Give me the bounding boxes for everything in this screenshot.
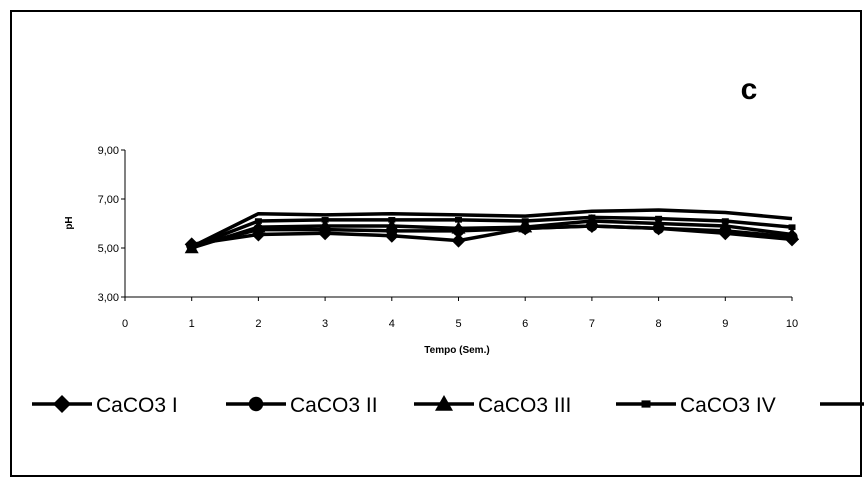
data-point [785,227,799,240]
x-tick-label: 5 [455,318,461,330]
data-point [451,233,466,248]
data-point [384,218,399,232]
legend-label: CaCO3 III [478,394,571,417]
y-tick-label: 9,00 [98,145,119,157]
legend-item-4: CaCO3 IV [616,394,776,417]
data-point [588,214,596,221]
x-tick-label: 3 [322,318,328,330]
legend-item-3: CaCO3 III [414,394,571,417]
y-tick-label: 3,00 [98,292,119,304]
x-tick-label: 10 [786,318,798,330]
data-point [388,217,396,223]
legend-marker [435,395,453,411]
chart-frame [10,10,862,477]
x-tick-label: 9 [722,318,728,330]
series-line [191,219,793,250]
data-point [451,221,466,234]
legend-label: CaCO3 IV [680,394,776,417]
legend-marker [248,396,264,412]
y-tick-label: 7,00 [98,194,119,206]
legend-marker [53,395,71,413]
series-line [190,208,793,249]
data-point [651,216,666,229]
data-point [721,218,729,224]
legend-item-1: CaCO3 I [32,394,178,417]
x-tick-label: 7 [589,318,595,330]
y-tick-label: 5,00 [98,243,119,255]
x-tick-label: 0 [122,318,128,330]
data-point [718,218,733,232]
x-tick-label: 6 [522,318,528,330]
y-axis-title: pH [64,216,75,229]
series-line [191,224,793,248]
legend-label: CaCO3 II [290,394,378,417]
legend-label: CaCO3 I [96,394,178,417]
data-point [655,215,663,222]
data-point [788,224,796,230]
data-point [318,218,333,232]
x-tick-label: 2 [255,318,261,330]
x-axis-title: Tempo (Sem.) [424,345,489,356]
x-tick-label: 4 [389,318,395,330]
panel-label: c [741,73,758,106]
series-line [191,215,793,249]
data-point [455,217,462,223]
series-5 [190,208,793,249]
legend-item-2: CaCO3 II [226,394,378,417]
data-point [518,220,533,233]
data-point [188,243,196,250]
series-4 [188,214,796,250]
x-tick-label: 8 [656,318,662,330]
data-point [251,220,266,233]
data-point [254,218,262,224]
legend-marker [641,400,651,408]
data-point [521,218,529,224]
x-tick-label: 1 [189,318,195,330]
data-point [321,217,329,223]
series-3 [184,214,799,254]
